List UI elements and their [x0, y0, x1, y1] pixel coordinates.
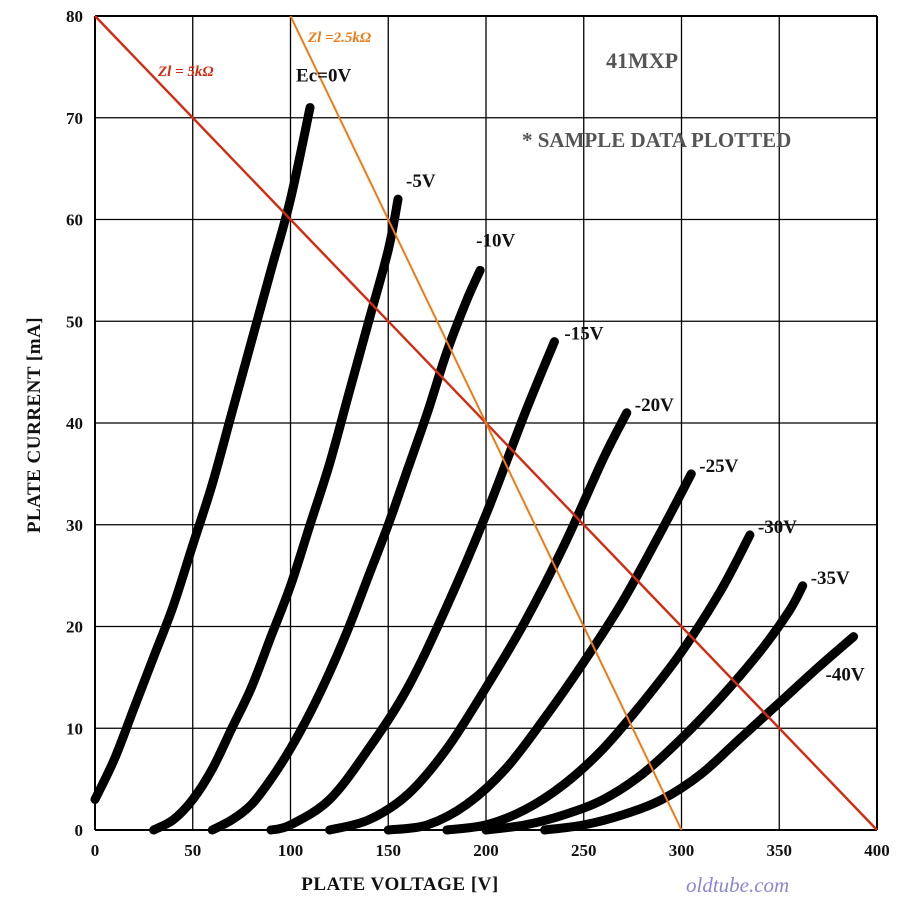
load-line-label: Zl = 5kΩ [157, 64, 214, 80]
curve-label: -35V [811, 568, 850, 589]
curve-label: -30V [758, 517, 797, 538]
y-tick-label: 0 [75, 821, 84, 840]
watermark-text: oldtube.com [686, 873, 789, 897]
tick-labels: 0 50 100 150 200 250 300 350 400 0 10 20 30 40 50 60 70 8… [66, 7, 890, 860]
load-lines: Zl = 5kΩ Zl =2.5kΩ [94, 15, 878, 831]
x-tick-label: 0 [91, 841, 100, 860]
chart-subtitle: * SAMPLE DATA PLOTTED [522, 128, 791, 152]
y-tick-label: 40 [66, 414, 83, 433]
chart-title: 41MXP [606, 48, 678, 73]
y-tick-label: 30 [66, 516, 83, 535]
plate-curve [266, 337, 559, 835]
y-tick-label: 20 [66, 618, 83, 637]
y-tick-label: 60 [66, 211, 83, 230]
y-tick-label: 70 [66, 109, 83, 128]
plate-curve [207, 265, 485, 835]
x-tick-label: 150 [376, 841, 402, 860]
plate-curve [383, 469, 696, 835]
plate-curve [481, 581, 808, 835]
curve-labels: Ec=0V -5V -10V -15V -20V -25V -30V -35V -40V [296, 66, 865, 686]
x-tick-label: 100 [278, 841, 304, 860]
plate-curve [325, 408, 632, 835]
curve-label: -25V [699, 456, 738, 477]
curve-label: -15V [564, 324, 603, 345]
x-tick-label: 300 [669, 841, 695, 860]
load-line [289, 15, 683, 831]
y-tick-label: 50 [66, 312, 83, 331]
plate-curves [90, 103, 859, 835]
x-tick-label: 200 [473, 841, 499, 860]
plate-curve [90, 103, 315, 804]
plate-curve [540, 632, 859, 835]
curve-label: -5V [406, 171, 436, 192]
curve-label: -10V [476, 230, 515, 251]
y-tick-label: 80 [66, 7, 83, 26]
curve-label: -40V [826, 665, 865, 686]
load-line-label: Zl =2.5kΩ [307, 30, 371, 46]
x-axis-label: PLATE VOLTAGE [V] [301, 874, 498, 895]
x-tick-label: 50 [184, 841, 201, 860]
y-axis-label: PLATE CURRENT [mA] [24, 317, 45, 533]
x-tick-label: 350 [767, 841, 793, 860]
y-tick-label: 10 [66, 719, 83, 738]
x-tick-label: 400 [864, 841, 890, 860]
plate-curve [149, 194, 403, 835]
x-tick-label: 250 [571, 841, 597, 860]
plate-curve [442, 530, 755, 835]
curve-label: -20V [635, 395, 674, 416]
curve-label: Ec=0V [296, 66, 351, 87]
